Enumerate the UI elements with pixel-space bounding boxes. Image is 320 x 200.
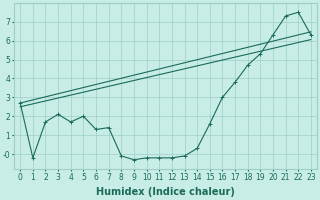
- X-axis label: Humidex (Indice chaleur): Humidex (Indice chaleur): [96, 187, 235, 197]
